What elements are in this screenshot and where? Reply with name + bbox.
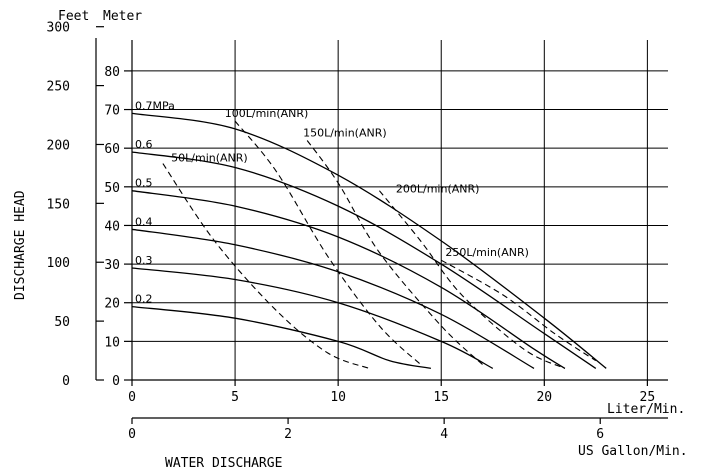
air-label-5: 250L/min(ANR) bbox=[445, 246, 529, 259]
y-feet-tick-label-250: 250 bbox=[47, 80, 70, 95]
y-meter-tick-label-60: 60 bbox=[104, 142, 120, 157]
y-unit-feet: Feet bbox=[58, 9, 89, 24]
pressure-curve-4 bbox=[131, 228, 535, 369]
y-axis-title: DISCHARGE HEAD bbox=[13, 190, 28, 300]
x-unit-gallon: US Gallon/Min. bbox=[578, 444, 688, 459]
air-label-3: 150L/min(ANR) bbox=[303, 126, 387, 139]
air-curve-2 bbox=[234, 120, 421, 365]
y-feet-tick-label-50: 50 bbox=[54, 315, 70, 330]
y-meter-tick-label-50: 50 bbox=[104, 181, 120, 196]
pressure-label-6: 0.2 bbox=[135, 293, 153, 306]
air-curve-4 bbox=[378, 190, 566, 369]
pressure-curve-1 bbox=[131, 112, 607, 369]
y-meter-tick-label-30: 30 bbox=[104, 258, 120, 273]
x-liter-tick-label-15: 15 bbox=[433, 390, 449, 405]
air-curve-5 bbox=[440, 259, 597, 362]
pressure-label-2: 0.6 bbox=[135, 138, 153, 151]
pressure-label-3: 0.5 bbox=[135, 177, 153, 190]
x-gallon-tick-label-4: 4 bbox=[440, 427, 448, 442]
y-unit-meter: Meter bbox=[103, 9, 142, 24]
pressure-curve-2 bbox=[131, 151, 597, 369]
y-feet-tick-label-200: 200 bbox=[47, 138, 70, 153]
air-curve-1 bbox=[162, 163, 370, 369]
pressure-curve-3 bbox=[131, 190, 566, 369]
pressure-label-1: 0.7MPa bbox=[135, 99, 175, 112]
y-meter-tick-label-0: 0 bbox=[112, 374, 120, 389]
y-meter-tick-label-70: 70 bbox=[104, 104, 120, 119]
curve-labels: 0.7MPa 0.6 0.5 0.4 0.3 0.2 50L/min(ANR) 100L/mi… bbox=[135, 99, 529, 305]
air-label-2: 100L/min(ANR) bbox=[225, 107, 309, 120]
air-consumption-curves bbox=[162, 120, 597, 369]
y-feet-tick-label-300: 300 bbox=[47, 21, 70, 36]
y-feet-tick-label-0: 0 bbox=[62, 374, 70, 389]
pressure-label-4: 0.4 bbox=[135, 215, 153, 228]
x-unit-liter: Liter/Min. bbox=[607, 402, 685, 417]
x-liter-tick-label-0: 0 bbox=[128, 390, 136, 405]
x-axis-title: WATER DISCHARGE bbox=[165, 456, 282, 471]
axes bbox=[95, 38, 668, 419]
x-gallon-tick-label-6: 6 bbox=[596, 427, 604, 442]
x-liter-tick-label-25: 25 bbox=[640, 390, 656, 405]
air-curve-3 bbox=[306, 140, 483, 365]
pressure-label-5: 0.3 bbox=[135, 254, 153, 267]
y-meter-tick-label-10: 10 bbox=[104, 335, 120, 350]
pressure-curves bbox=[131, 112, 607, 370]
pressure-curve-6 bbox=[131, 305, 432, 370]
pressure-curve-5 bbox=[131, 267, 494, 369]
x-liter-tick-label-5: 5 bbox=[231, 390, 239, 405]
y-feet-tick-label-100: 100 bbox=[47, 256, 70, 271]
y-meter-tick-label-40: 40 bbox=[104, 219, 120, 234]
x-liter-tick-label-20: 20 bbox=[536, 390, 552, 405]
y-meter-tick-label-80: 80 bbox=[104, 65, 120, 80]
air-label-4: 200L/min(ANR) bbox=[396, 183, 480, 196]
x-liter-tick-label-10: 10 bbox=[330, 390, 346, 405]
air-label-1: 50L/min(ANR) bbox=[171, 152, 248, 165]
x-gallon-tick-label-0: 0 bbox=[128, 427, 136, 442]
grid-lines bbox=[132, 40, 668, 380]
y-meter-tick-label-20: 20 bbox=[104, 297, 120, 312]
y-feet-tick-label-150: 150 bbox=[47, 197, 70, 212]
x-gallon-tick-label-2: 2 bbox=[284, 427, 292, 442]
